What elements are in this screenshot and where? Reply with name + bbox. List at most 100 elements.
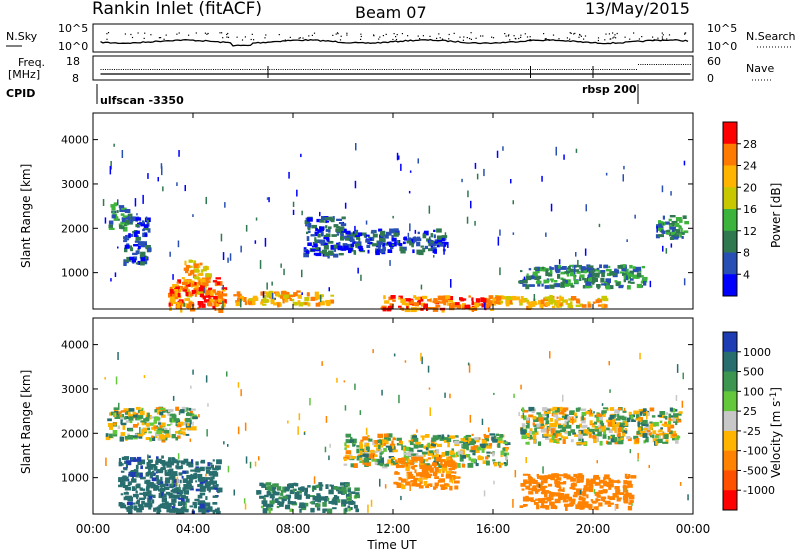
nave-point	[579, 69, 581, 70]
heatmap-cell	[528, 430, 532, 435]
heatmap-cell	[411, 302, 417, 307]
heatmap-cell	[596, 437, 599, 442]
heatmap-cell	[669, 237, 674, 240]
heatmap-cell	[497, 443, 501, 448]
heatmap-cell	[550, 428, 555, 434]
heatmap-speckle	[344, 405, 347, 411]
heatmap-cell	[443, 302, 447, 306]
heatmap-cell	[135, 236, 141, 241]
heatmap-cell	[177, 287, 182, 292]
x-tick-label: 00:00	[676, 522, 711, 536]
nave-point	[152, 69, 154, 70]
heatmap-cell	[184, 286, 189, 290]
heatmap-speckle	[496, 150, 499, 158]
heatmap-cell	[278, 501, 284, 505]
nave-point	[435, 69, 437, 70]
nsky-label: N.Sky	[6, 30, 38, 43]
heatmap-speckle	[147, 173, 149, 179]
heatmap-cell	[281, 497, 287, 502]
nave-point	[588, 69, 590, 70]
heatmap-cell	[272, 490, 277, 495]
heatmap-cell	[197, 477, 203, 481]
heatmap-cell	[145, 256, 148, 260]
heatmap-cell	[565, 424, 572, 429]
heatmap-cell	[332, 497, 338, 501]
nave-point	[564, 69, 565, 70]
heatmap-speckle	[344, 202, 347, 209]
heatmap-cell	[278, 502, 284, 507]
heatmap-cell	[630, 415, 634, 420]
nave-point	[213, 69, 214, 70]
colorbar-tick-label: -100	[743, 445, 768, 458]
heatmap-cell	[649, 421, 653, 424]
nsearch-point	[226, 33, 228, 36]
heatmap-cell	[663, 423, 669, 427]
heatmap-cell	[599, 264, 602, 269]
heatmap-cell	[328, 250, 334, 255]
heatmap-cell	[410, 456, 417, 459]
heatmap-speckle	[670, 243, 673, 248]
heatmap-cell	[109, 426, 114, 430]
heatmap-cell	[345, 433, 352, 438]
heatmap-cell	[568, 477, 573, 480]
heatmap-cell	[320, 300, 325, 304]
nsearch-point	[407, 35, 409, 37]
heatmap-cell	[636, 283, 642, 289]
heatmap-cell	[145, 486, 150, 492]
heatmap-cell	[532, 485, 537, 489]
nave-point	[541, 69, 543, 70]
heatmap-cell	[128, 233, 131, 238]
heatmap-cell	[412, 435, 417, 439]
nave-point	[231, 69, 232, 70]
heatmap-speckle	[319, 211, 321, 217]
heatmap-cell	[194, 276, 200, 279]
nsearch-point	[652, 36, 654, 38]
heatmap-cell	[118, 411, 123, 414]
heatmap-cell	[159, 408, 165, 410]
heatmap-cell	[350, 243, 355, 248]
nave-point	[190, 69, 192, 70]
heatmap-cell	[197, 484, 200, 488]
heatmap-cell	[173, 289, 179, 292]
freq-tick-bottom: 8	[72, 72, 79, 85]
heatmap-cell	[123, 456, 130, 460]
heatmap-speckle	[614, 504, 617, 511]
heatmap-cell	[541, 283, 544, 287]
heatmap-cell	[480, 297, 485, 303]
heatmap-cell	[141, 500, 145, 505]
heatmap-speckle	[514, 470, 517, 478]
heatmap-cell	[393, 228, 399, 232]
heatmap-cell	[617, 440, 624, 445]
heatmap-cell	[291, 298, 295, 302]
nave-point	[395, 69, 397, 70]
heatmap-cell	[140, 261, 145, 266]
heatmap-cell	[595, 277, 598, 282]
nave-point	[618, 69, 619, 70]
heatmap-cell	[194, 498, 200, 502]
heatmap-cell	[298, 302, 304, 307]
heatmap-speckle	[637, 459, 639, 462]
heatmap-cell	[113, 423, 117, 426]
heatmap-cell	[346, 498, 352, 501]
heatmap-cell	[204, 483, 210, 489]
heatmap-cell	[262, 508, 267, 513]
heatmap-cell	[422, 458, 429, 462]
heatmap-cell	[572, 487, 576, 490]
nsearch-point	[131, 36, 134, 39]
heatmap-cell	[570, 498, 576, 502]
heatmap-cell	[186, 293, 193, 298]
heatmap-cell	[118, 205, 125, 209]
heatmap-cell	[608, 485, 612, 490]
heatmap-cell	[659, 415, 666, 418]
heatmap-cell	[570, 500, 576, 505]
heatmap-speckle	[662, 431, 665, 440]
heatmap-cell	[433, 249, 437, 254]
nave-point	[577, 69, 579, 70]
heatmap-cell	[314, 237, 317, 242]
nsearch-point	[298, 37, 300, 39]
heatmap-cell	[663, 434, 669, 439]
heatmap-cell	[588, 482, 594, 488]
nave-point	[505, 69, 507, 70]
nsearch-point	[482, 35, 484, 37]
heatmap-cell	[433, 298, 438, 303]
